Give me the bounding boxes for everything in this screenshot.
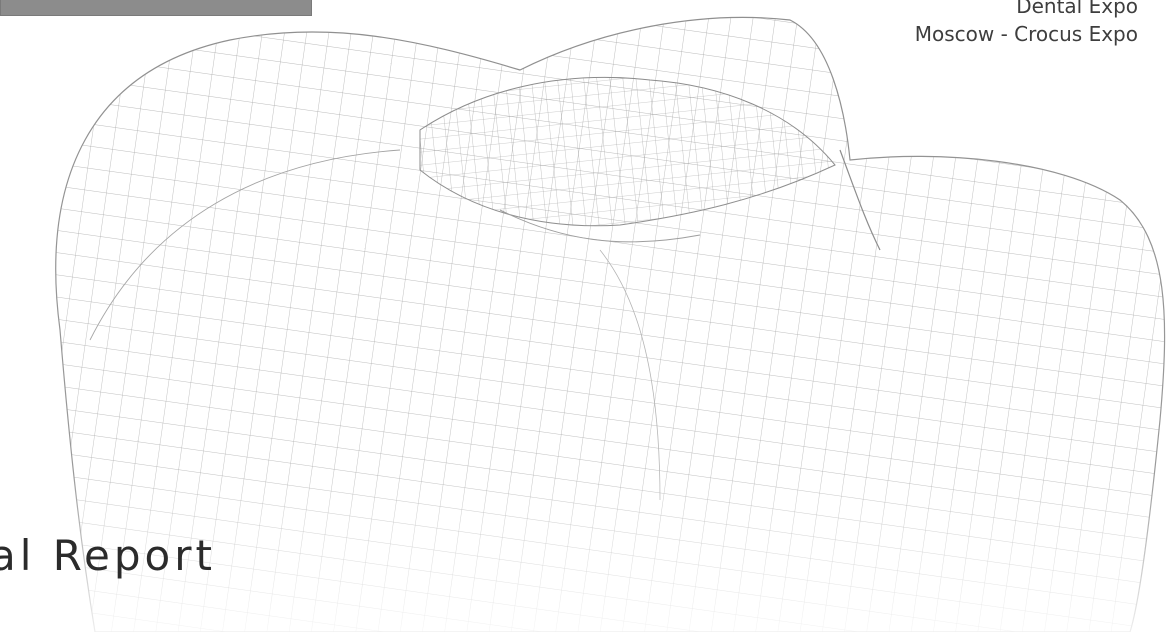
event-name: Dental Expo [1016, 0, 1138, 18]
header-bar [0, 0, 312, 16]
event-location: Moscow - Crocus Expo [914, 22, 1138, 46]
report-title: al Report [0, 531, 216, 580]
event-info: Dental Expo Moscow - Crocus Expo [915, 0, 1138, 48]
